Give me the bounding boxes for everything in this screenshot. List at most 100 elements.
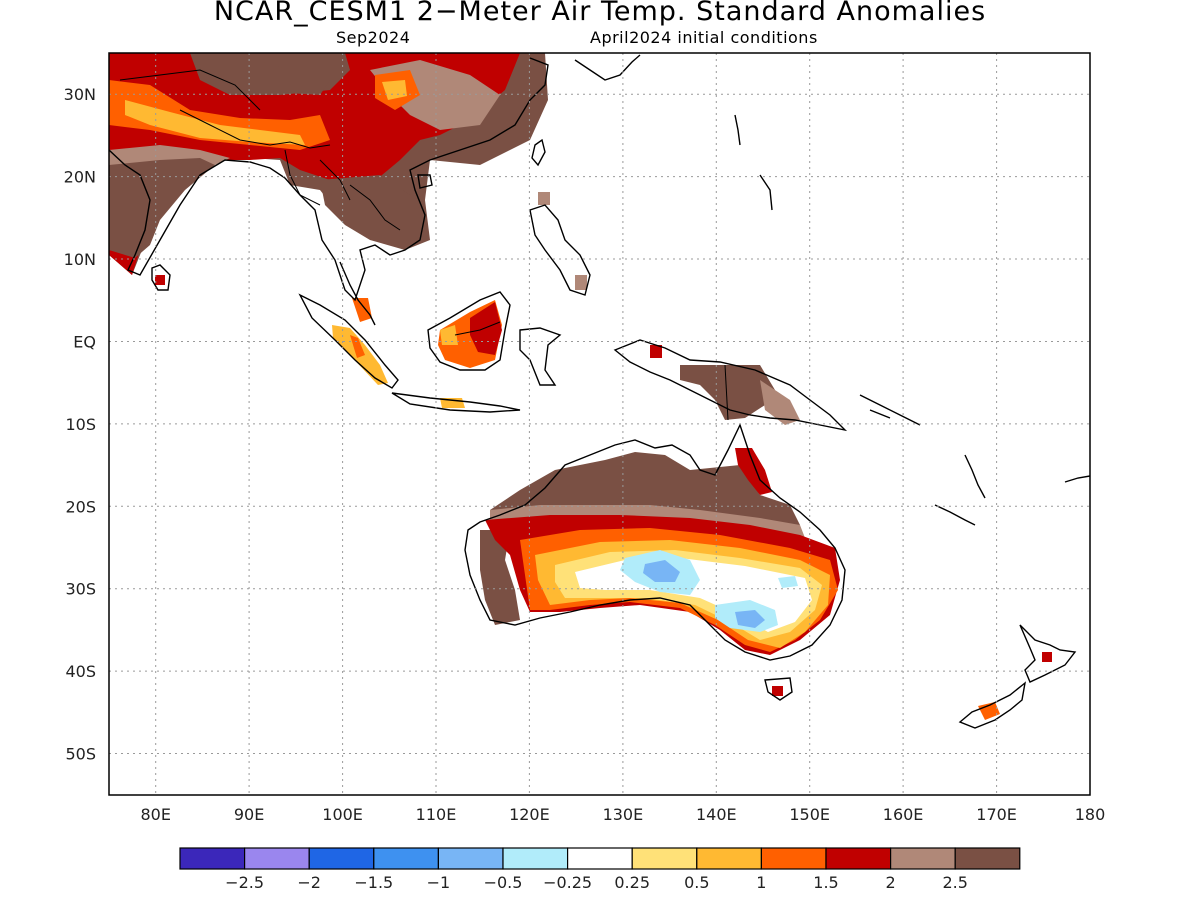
lon-tick-label: 140E [696, 805, 737, 824]
border-borneo [454, 321, 501, 336]
australia-cool-spot-3 [778, 576, 798, 588]
lon-ticks: 80E 90E 100E 110E 120E 130E 140E 150E 16… [140, 805, 1105, 824]
colorbar-swatch [889, 847, 956, 870]
sumatra-anomaly-orange [350, 335, 365, 358]
colorbar-label: −2 [297, 873, 321, 892]
coast-new-zealand-south [958, 681, 1027, 729]
border-tibet [119, 69, 261, 111]
tasmania-anomaly [772, 686, 783, 696]
coast-taiwan [531, 138, 546, 167]
newzealand-anomaly-red [1042, 652, 1052, 662]
lat-tick-label: 10N [64, 250, 96, 269]
coast-sulawesi [519, 327, 562, 386]
map-title: NCAR_CESM1 2−Meter Air Temp. Standard An… [213, 0, 987, 27]
lon-tick-label: 100E [322, 805, 363, 824]
coast-south-asia [109, 57, 549, 302]
lat-tick-label: 30S [65, 580, 96, 599]
lat-tick-label: 10S [65, 415, 96, 434]
australia-west-brown [480, 530, 520, 625]
indochina-anomaly-brown [320, 175, 420, 250]
coast-java [391, 392, 521, 413]
colorbar-swatch [502, 847, 569, 870]
colorbar-label: −1 [427, 873, 451, 892]
anomaly-fields [109, 53, 1052, 720]
asia-anomaly-tibet-brown [195, 58, 330, 95]
lat-tick-label: 20N [64, 168, 96, 187]
china-anomaly-yellow [382, 80, 407, 100]
australia-north-taupe [490, 505, 805, 538]
australia-cold-spot-2 [735, 610, 765, 628]
newguinea-anomaly-brown [680, 365, 775, 420]
coast-new-guinea [613, 339, 848, 432]
lat-tick-label: EQ [73, 333, 96, 352]
colorbar-swatch [566, 847, 633, 870]
asia-anomaly-brown-india [109, 158, 215, 258]
malaya-anomaly [352, 298, 372, 322]
coast-tasmania [764, 677, 793, 701]
newzealand-anomaly-orange [978, 702, 1000, 720]
coast-japan [574, 54, 641, 81]
colorbar-label: 0.5 [684, 873, 709, 892]
colorbar-swatch [308, 847, 375, 870]
coast-fiji [1064, 475, 1090, 483]
lat-tick-label: 30N [64, 85, 96, 104]
coast-malaya [339, 261, 376, 326]
colorbar-label: −2.5 [225, 873, 264, 892]
coast-marianas [734, 114, 773, 211]
colorbar-swatch [825, 847, 892, 870]
lon-tick-label: 80E [140, 805, 170, 824]
coast-new-zealand-north [1019, 624, 1077, 683]
coast-borneo [427, 291, 511, 371]
lon-tick-label: 110E [416, 805, 457, 824]
asia-anomaly-yellow [125, 100, 305, 145]
colorbar-labels: −2.5 −2 −1.5 −1 −0.5 −0.25 0.25 0.5 1 1.5 2 2.5 [225, 873, 968, 892]
lon-tick-label: 120E [509, 805, 550, 824]
map-grid [109, 53, 1090, 795]
colorbar-label: −1.5 [354, 873, 393, 892]
newguinea-anomaly-taupe [760, 380, 800, 425]
country-borders [119, 69, 729, 421]
australia-cold-spot-1 [643, 560, 680, 582]
coastlines [109, 54, 1090, 729]
border-thailand [349, 184, 401, 231]
coast-solomons [859, 394, 921, 426]
border-myanmar [284, 149, 351, 206]
colorbar-swatch [437, 847, 504, 870]
colorbar-label: 1 [756, 873, 766, 892]
lon-tick-label: 180 [1075, 805, 1106, 824]
border-himalaya [179, 109, 331, 149]
colorbar-swatch [760, 847, 827, 870]
borneo-anomaly-yellow [440, 325, 458, 345]
lon-tick-label: 130E [603, 805, 644, 824]
coast-australia [464, 423, 846, 661]
mindanao-anomaly [575, 275, 587, 290]
lon-tick-label: 90E [234, 805, 264, 824]
colorbar-swatch [373, 847, 439, 870]
lon-tick-label: 170E [976, 805, 1017, 824]
colorbar-swatch [696, 847, 762, 870]
border-png [724, 364, 729, 421]
map-ticks: 80E 90E 100E 110E 120E 130E 140E 150E 16… [64, 85, 1106, 824]
lat-tick-label: 40S [65, 662, 96, 681]
coast-vanuatu [964, 454, 986, 499]
colorbar-label: −0.25 [543, 873, 592, 892]
sri-lanka-anomaly [155, 275, 165, 285]
coast-philippines [529, 204, 591, 296]
colorbar-swatch [179, 847, 246, 870]
colorbar-swatch [954, 847, 1021, 870]
colorbar-label: 0.25 [614, 873, 650, 892]
lon-tick-label: 160E [883, 805, 924, 824]
coast-sumatra [298, 293, 399, 389]
lat-tick-label: 50S [65, 745, 96, 764]
colorbar-label: 2 [886, 873, 896, 892]
initial-conditions: April2024 initial conditions [590, 28, 818, 47]
map-frame [108, 52, 1091, 796]
colorbar-label: 2.5 [942, 873, 967, 892]
newguinea-anomaly-red [650, 345, 662, 358]
coast-hainan [417, 174, 433, 189]
lat-tick-label: 20S [65, 497, 96, 516]
lon-tick-label: 150E [789, 805, 830, 824]
colorbar-label: 1.5 [813, 873, 838, 892]
